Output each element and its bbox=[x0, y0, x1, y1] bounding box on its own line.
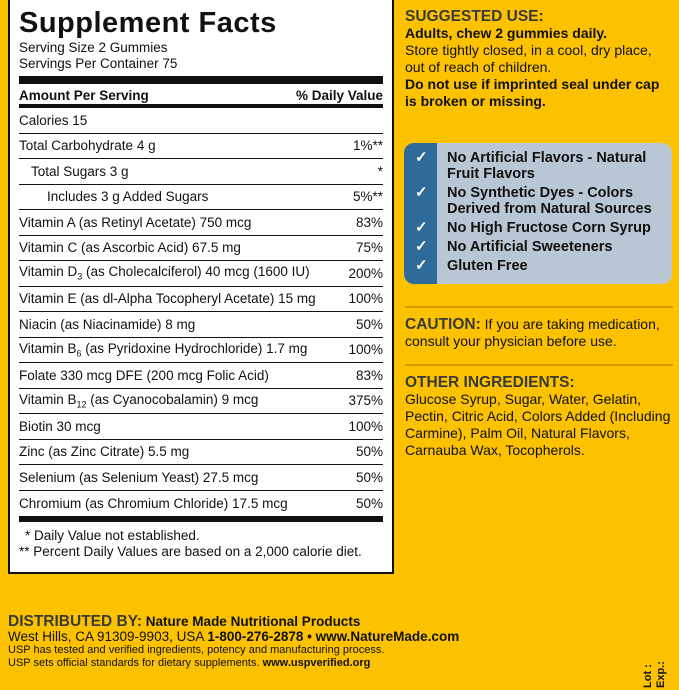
checkmark-icon: ✓ bbox=[415, 257, 428, 274]
claims-sidebar bbox=[404, 143, 437, 284]
facts-row: Vitamin B12 (as Cyanocobalamin) 9 mcg 375… bbox=[19, 389, 383, 414]
claim-item: ✓ Gluten Free bbox=[404, 257, 672, 275]
exp-label: Exp.: bbox=[655, 661, 667, 688]
daily-value: * bbox=[377, 163, 383, 179]
facts-row: Vitamin C (as Ascorbic Acid) 67.5 mg 75% bbox=[19, 236, 383, 261]
caution-text: If you are taking medication, consult yo… bbox=[405, 316, 660, 349]
usp-text-2: USP sets official standards for dietary … bbox=[8, 657, 263, 669]
supplement-facts-panel: Supplement Facts Serving Size 2 Gummies … bbox=[8, 0, 394, 574]
address: West Hills, CA 91309-9903, USA bbox=[8, 629, 208, 644]
nutrient-name: Vitamin D3 (as Cholecalciferol) 40 mcg (… bbox=[19, 264, 310, 283]
nutrient-name: Folate 330 mcg DFE (200 mcg Folic Acid) bbox=[19, 367, 269, 383]
claim-text: No High Fructose Corn Syrup bbox=[447, 220, 651, 236]
daily-value: 50% bbox=[355, 469, 383, 485]
serving-size: Serving Size 2 Gummies bbox=[19, 40, 168, 55]
nutrient-name: Biotin 30 mcg bbox=[19, 418, 101, 434]
daily-value: 200% bbox=[348, 265, 383, 281]
nutrient-name: Vitamin C (as Ascorbic Acid) 67.5 mg bbox=[19, 240, 241, 256]
checkmark-icon: ✓ bbox=[415, 219, 428, 236]
nutrient-name: Total Carbohydrate 4 g bbox=[19, 138, 156, 154]
nutrient-name: Vitamin A (as Retinyl Acetate) 750 mcg bbox=[19, 214, 252, 230]
contact: 1-800-276-2878 • www.NatureMade.com bbox=[207, 629, 460, 644]
facts-title: Supplement Facts bbox=[19, 7, 277, 39]
daily-value: 50% bbox=[355, 444, 383, 460]
footnote-2: ** Percent Daily Values are based on a 2… bbox=[19, 544, 362, 559]
claim-item: ✓ No Artificial Flavors - Natural Fruit F… bbox=[404, 149, 672, 183]
claims-box: ✓ No Artificial Flavors - Natural Fruit F… bbox=[404, 143, 672, 284]
suggested-use-dose: Adults, chew 2 gummies daily. bbox=[405, 25, 608, 41]
checkmark-icon: ✓ bbox=[415, 184, 428, 201]
footnote: * Daily Value not established. ** Percent… bbox=[19, 528, 383, 560]
caution-section: CAUTION: If you are taking medication, c… bbox=[405, 296, 673, 459]
daily-value: 83% bbox=[355, 367, 383, 383]
ingredients-heading: OTHER INGREDIENTS: bbox=[405, 374, 575, 391]
facts-row: Folate 330 mcg DFE (200 mcg Folic Acid) 8… bbox=[19, 363, 383, 389]
daily-value: 50% bbox=[355, 495, 383, 511]
nutrient-name: Total Sugars 3 g bbox=[31, 163, 129, 179]
suggested-use-heading: SUGGESTED USE: bbox=[405, 8, 544, 25]
distributor-info: DISTRIBUTED BY: Nature Made Nutritional … bbox=[8, 614, 459, 670]
right-column: SUGGESTED USE: Adults, chew 2 gummies da… bbox=[405, 8, 673, 110]
daily-value: 83% bbox=[355, 214, 383, 230]
header-amount: Amount Per Serving bbox=[19, 87, 149, 103]
nutrient-name: Niacin (as Niacinamide) 8 mg bbox=[19, 316, 196, 332]
usp-url: www.uspverified.org bbox=[262, 657, 371, 669]
facts-row: Chromium (as Chromium Chloride) 17.5 mcg… bbox=[19, 491, 383, 517]
claim-text: Gluten Free bbox=[447, 258, 528, 274]
facts-row: Vitamin B6 (as Pyridoxine Hydrochloride)… bbox=[19, 338, 383, 363]
nutrient-name: Vitamin E (as dl-Alpha Tocopheryl Acetat… bbox=[19, 291, 316, 307]
checkmark-icon: ✓ bbox=[415, 149, 428, 166]
divider bbox=[405, 306, 673, 308]
lot-exp: Lot : Exp.: bbox=[642, 661, 668, 688]
nutrient-name: Includes 3 g Added Sugars bbox=[47, 189, 209, 205]
claim-text: No Artificial Flavors - Natural Fruit Fl… bbox=[447, 150, 647, 182]
facts-row: Vitamin D3 (as Cholecalciferol) 40 mcg (… bbox=[19, 261, 383, 287]
footnote-1: * Daily Value not established. bbox=[25, 528, 200, 543]
daily-value: 375% bbox=[348, 393, 383, 409]
checkmark-icon: ✓ bbox=[415, 238, 428, 255]
facts-row: Total Sugars 3 g * bbox=[19, 159, 383, 185]
facts-row: Biotin 30 mcg 100% bbox=[19, 414, 383, 440]
nutrient-name: Selenium (as Selenium Yeast) 27.5 mcg bbox=[19, 469, 259, 485]
nutrient-name: Calories 15 bbox=[19, 112, 88, 128]
servings-per-container: Servings Per Container 75 bbox=[19, 56, 178, 71]
ingredients-text: Glucose Syrup, Sugar, Water, Gelatin, Pe… bbox=[405, 391, 671, 458]
nutrient-name: Zinc (as Zinc Citrate) 5.5 mg bbox=[19, 444, 190, 460]
facts-row: Includes 3 g Added Sugars 5%** bbox=[19, 185, 383, 210]
seal-warning: Do not use if imprinted seal under cap i… bbox=[405, 76, 660, 109]
daily-value: 100% bbox=[348, 291, 383, 307]
facts-row: Total Carbohydrate 4 g 1%** bbox=[19, 134, 383, 159]
facts-header: Amount Per Serving % Daily Value bbox=[19, 86, 383, 108]
distributor-label: DISTRIBUTED BY: bbox=[8, 613, 143, 630]
nutrient-name: Vitamin B6 (as Pyridoxine Hydrochloride)… bbox=[19, 340, 308, 359]
facts-row: Selenium (as Selenium Yeast) 27.5 mcg 50% bbox=[19, 465, 383, 491]
nutrient-name: Chromium (as Chromium Chloride) 17.5 mcg bbox=[19, 495, 288, 511]
facts-row: Calories 15 bbox=[19, 108, 383, 134]
claim-item: ✓ No Artificial Sweeteners bbox=[404, 238, 672, 256]
daily-value: 1%** bbox=[352, 138, 383, 154]
storage-text: Store tightly closed, in a cool, dry pla… bbox=[405, 42, 652, 75]
divider bbox=[405, 364, 673, 366]
claim-text: No Artificial Sweeteners bbox=[447, 239, 613, 255]
facts-row: Zinc (as Zinc Citrate) 5.5 mg 50% bbox=[19, 440, 383, 465]
facts-row: Niacin (as Niacinamide) 8 mg 50% bbox=[19, 312, 383, 338]
claim-item: ✓ No High Fructose Corn Syrup bbox=[404, 219, 672, 237]
nutrient-name: Vitamin B12 (as Cyanocobalamin) 9 mcg bbox=[19, 391, 259, 410]
lot-label: Lot : bbox=[642, 664, 654, 688]
caution-label: CAUTION: bbox=[405, 316, 481, 333]
daily-value: 75% bbox=[355, 240, 383, 256]
facts-row: Vitamin A (as Retinyl Acetate) 750 mcg 83… bbox=[19, 210, 383, 236]
daily-value: 5%** bbox=[352, 189, 383, 205]
claim-text: No Synthetic Dyes - Colors Derived from … bbox=[447, 185, 652, 217]
daily-value: 100% bbox=[348, 342, 383, 358]
divider bbox=[19, 76, 383, 84]
distributor-name: Nature Made Nutritional Products bbox=[142, 614, 361, 629]
daily-value: 100% bbox=[348, 418, 383, 434]
divider bbox=[19, 516, 383, 522]
daily-value: 50% bbox=[355, 316, 383, 332]
claim-item: ✓ No Synthetic Dyes - Colors Derived from… bbox=[404, 184, 672, 218]
facts-row: Vitamin E (as dl-Alpha Tocopheryl Acetat… bbox=[19, 287, 383, 312]
header-dv: % Daily Value bbox=[295, 87, 383, 103]
usp-text-1: USP has tested and verified ingredients,… bbox=[8, 644, 385, 656]
